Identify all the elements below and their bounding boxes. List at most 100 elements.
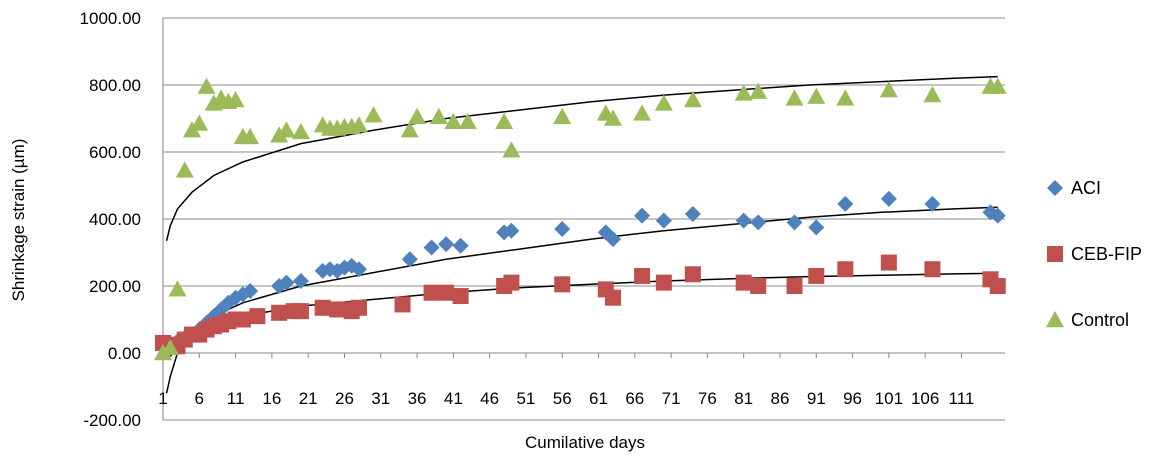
point-control xyxy=(241,127,260,145)
point-ceb-fip xyxy=(423,284,440,301)
point-aci xyxy=(423,239,440,256)
x-tick-label: 96 xyxy=(843,389,862,408)
point-ceb-fip xyxy=(634,267,651,284)
point-ceb-fip xyxy=(438,284,455,301)
point-control xyxy=(836,89,855,106)
y-tick-label: -200.00 xyxy=(83,411,141,430)
point-ceb-fip xyxy=(554,276,571,293)
x-tick-label: 76 xyxy=(698,389,717,408)
point-control xyxy=(277,121,296,138)
point-ceb-fip xyxy=(394,296,411,313)
point-control xyxy=(749,82,768,99)
point-control xyxy=(879,81,898,98)
legend-marker-control xyxy=(1046,311,1064,328)
x-tick-label: 6 xyxy=(195,389,204,408)
point-ceb-fip xyxy=(605,289,622,306)
point-aci xyxy=(989,207,1006,224)
point-control xyxy=(197,77,216,94)
x-tick-label: 51 xyxy=(516,389,535,408)
point-ceb-fip xyxy=(808,267,825,284)
point-aci xyxy=(880,190,897,207)
point-control xyxy=(161,338,180,356)
x-tick-label: 36 xyxy=(408,389,427,408)
point-aci xyxy=(438,236,455,253)
data-points xyxy=(154,77,1007,361)
point-aci xyxy=(503,222,520,239)
point-aci xyxy=(684,205,701,222)
point-control xyxy=(175,161,194,178)
point-ceb-fip xyxy=(786,278,803,294)
point-aci xyxy=(634,207,651,224)
legend-marker-ceb-fip xyxy=(1047,246,1063,262)
legend: ACI CEB-FIP Control xyxy=(1046,178,1142,330)
point-control xyxy=(349,116,368,133)
point-control xyxy=(785,89,804,106)
x-tick-label: 21 xyxy=(299,389,318,408)
legend-label-ceb-fip: CEB-FIP xyxy=(1071,244,1142,264)
point-aci xyxy=(655,212,672,229)
point-aci xyxy=(452,237,469,254)
point-ceb-fip xyxy=(655,274,672,291)
x-tick-label: 71 xyxy=(662,389,681,408)
y-tick-label: 0.00 xyxy=(108,344,141,363)
trendline-aci xyxy=(165,206,998,394)
x-tick-label: 31 xyxy=(371,389,390,408)
point-ceb-fip xyxy=(750,278,767,294)
point-control xyxy=(408,107,427,125)
x-tick-label: 81 xyxy=(734,389,753,408)
point-aci xyxy=(808,219,825,236)
point-control xyxy=(458,112,477,130)
x-axis-title: Cumilative days xyxy=(525,433,645,452)
point-aci xyxy=(292,272,309,289)
x-tick-label: 106 xyxy=(911,389,939,408)
point-ceb-fip xyxy=(271,304,288,321)
point-ceb-fip xyxy=(684,266,701,283)
point-aci xyxy=(350,261,367,278)
x-tick-label: 91 xyxy=(807,389,826,408)
y-tick-label: 1000.00 xyxy=(80,9,141,28)
point-ceb-fip xyxy=(452,288,469,305)
x-tick-label: 46 xyxy=(480,389,499,408)
point-ceb-fip xyxy=(503,274,520,291)
point-ceb-fip xyxy=(880,254,897,271)
point-control xyxy=(654,94,673,111)
point-control xyxy=(633,104,652,121)
x-tick-label: 16 xyxy=(262,389,281,408)
x-tick-labels: 1 6 11 16 21 26 31 36 41 46 51 56 61 66 71 76 81 86 91 96 10… xyxy=(158,389,974,408)
point-control xyxy=(923,86,942,103)
point-control xyxy=(364,106,383,123)
point-control xyxy=(683,91,702,108)
point-aci xyxy=(554,221,571,238)
x-tick-label: 26 xyxy=(335,389,354,408)
legend-marker-aci xyxy=(1047,180,1063,196)
point-aci xyxy=(837,195,854,212)
point-aci xyxy=(605,231,622,248)
x-tick-label: 111 xyxy=(949,389,975,408)
point-control xyxy=(988,77,1007,94)
point-ceb-fip xyxy=(314,299,331,316)
point-control xyxy=(168,280,187,297)
legend-label-aci: ACI xyxy=(1071,178,1101,198)
y-tick-label: 200.00 xyxy=(89,277,141,296)
x-tick-label: 86 xyxy=(771,389,790,408)
gridlines xyxy=(162,17,1005,421)
point-control xyxy=(734,84,753,101)
point-ceb-fip xyxy=(837,261,854,278)
y-axis-title: Shrinkage strain (µm) xyxy=(9,139,28,302)
point-control xyxy=(291,122,310,140)
point-control xyxy=(226,91,245,108)
y-tick-label: 400.00 xyxy=(89,210,141,229)
point-control xyxy=(807,87,826,104)
x-tick-label: 61 xyxy=(589,389,608,408)
point-aci xyxy=(735,212,752,229)
y-tick-label: 800.00 xyxy=(89,76,141,95)
point-ceb-fip xyxy=(249,308,266,325)
point-control xyxy=(400,121,419,138)
y-tick-labels: 1000.00 800.00 600.00 400.00 200.00 0.00 -200.… xyxy=(80,9,141,430)
point-aci xyxy=(750,214,767,231)
point-ceb-fip xyxy=(924,261,941,278)
point-aci xyxy=(242,283,259,300)
point-control xyxy=(553,107,572,125)
point-aci xyxy=(786,214,803,231)
